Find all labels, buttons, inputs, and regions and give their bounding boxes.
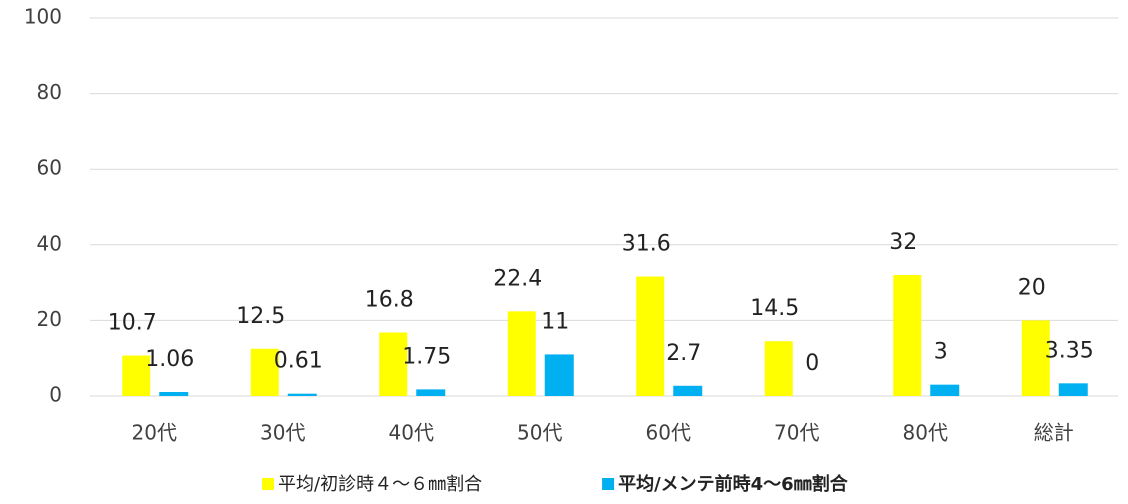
y-tick-label: 60	[37, 156, 62, 180]
bar	[893, 275, 922, 396]
data-label: 1.75	[402, 344, 451, 369]
legend-swatch	[262, 478, 274, 490]
data-label: 10.7	[108, 311, 157, 336]
data-label: 1.06	[145, 347, 194, 372]
x-tick-label: 60代	[646, 421, 691, 445]
x-tick-label: 50代	[517, 421, 562, 445]
bar	[507, 311, 536, 396]
bar	[544, 354, 574, 396]
y-tick-label: 40	[37, 231, 62, 255]
data-label: 31.6	[622, 232, 671, 257]
bar	[250, 348, 279, 396]
y-tick-label: 20	[37, 307, 62, 331]
x-tick-label: 30代	[260, 421, 305, 445]
bar	[122, 355, 151, 396]
data-label: 12.5	[236, 304, 285, 329]
legend-swatch	[602, 478, 615, 490]
data-label: 0	[805, 351, 819, 376]
bar	[1058, 383, 1088, 396]
bar	[379, 332, 408, 396]
bar	[764, 341, 793, 396]
data-label: 20	[1018, 275, 1046, 300]
bar	[636, 276, 665, 396]
legend-label: 平均/初診時４～６㎜割合	[278, 474, 482, 495]
x-tick-label: 70代	[774, 421, 819, 445]
data-label: 2.7	[666, 341, 701, 366]
data-label: 32	[889, 230, 917, 255]
bar	[1021, 320, 1050, 396]
bar	[287, 393, 317, 396]
y-tick-label: 0	[49, 383, 62, 407]
bar	[673, 385, 703, 396]
data-label: 11	[541, 309, 569, 334]
y-tick-label: 100	[24, 5, 62, 29]
data-label: 3.35	[1045, 338, 1094, 363]
data-label: 0.61	[274, 349, 323, 374]
x-tick-label: 40代	[389, 421, 434, 445]
x-tick-label: 20代	[132, 421, 177, 445]
legend-label: 平均/メンテ前時4～6㎜割合	[618, 473, 849, 495]
bar	[416, 389, 446, 396]
data-label: 3	[934, 340, 948, 365]
data-label: 22.4	[493, 266, 542, 291]
y-tick-label: 80	[37, 80, 62, 104]
data-label: 16.8	[365, 287, 414, 312]
x-tick-label: 80代	[903, 421, 948, 445]
data-label: 14.5	[750, 296, 799, 321]
bar	[159, 391, 189, 396]
bar	[930, 384, 960, 396]
x-tick-label: 総計	[1034, 421, 1074, 445]
